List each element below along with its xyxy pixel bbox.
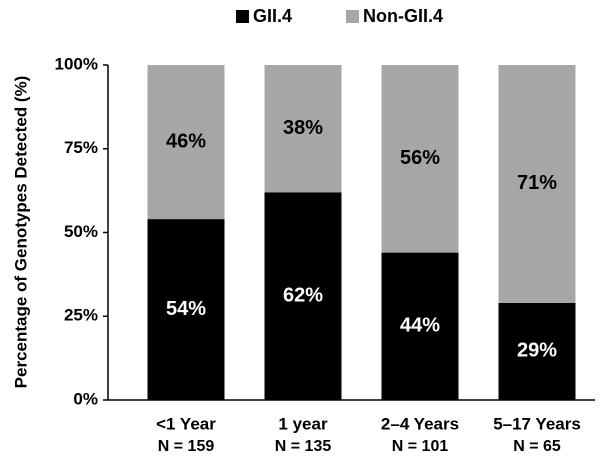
data-label: 29% xyxy=(517,340,557,362)
bar-segment xyxy=(147,65,225,220)
bar-segment xyxy=(498,302,576,400)
x-tick-label: 5–17 Years xyxy=(493,414,581,433)
bar-segment xyxy=(381,252,459,400)
legend-label: Non-GII.4 xyxy=(363,6,443,26)
y-tick-label: 50% xyxy=(64,222,98,241)
bar-segment xyxy=(498,65,576,303)
x-tick-label: <1 Year xyxy=(156,414,216,433)
y-tick-label: 25% xyxy=(64,306,98,325)
data-label: 62% xyxy=(283,284,323,306)
y-axis-label: Percentage of Genotypes Detected (%) xyxy=(11,76,30,389)
legend-swatch xyxy=(346,10,359,23)
x-tick-label: 2–4 Years xyxy=(381,414,459,433)
bar-segment xyxy=(147,219,225,400)
data-label: 38% xyxy=(283,117,323,139)
data-label: 46% xyxy=(166,130,206,152)
x-tick-sublabel: N = 65 xyxy=(513,438,561,455)
legend-label: GII.4 xyxy=(253,6,292,26)
y-tick-label: 0% xyxy=(73,389,98,408)
y-tick-label: 75% xyxy=(64,138,98,157)
data-label: 54% xyxy=(166,298,206,320)
x-tick-sublabel: N = 135 xyxy=(275,438,332,455)
legend-swatch xyxy=(236,10,249,23)
x-tick-label: 1 year xyxy=(278,414,328,433)
y-tick-label: 100% xyxy=(55,54,98,73)
bar-segment xyxy=(264,65,342,193)
data-label: 56% xyxy=(400,147,440,169)
data-label: 44% xyxy=(400,315,440,337)
x-tick-sublabel: N = 101 xyxy=(392,438,449,455)
bar-segment xyxy=(264,192,342,400)
bar-segment xyxy=(381,65,459,253)
data-label: 71% xyxy=(517,172,557,194)
x-tick-sublabel: N = 159 xyxy=(158,438,215,455)
